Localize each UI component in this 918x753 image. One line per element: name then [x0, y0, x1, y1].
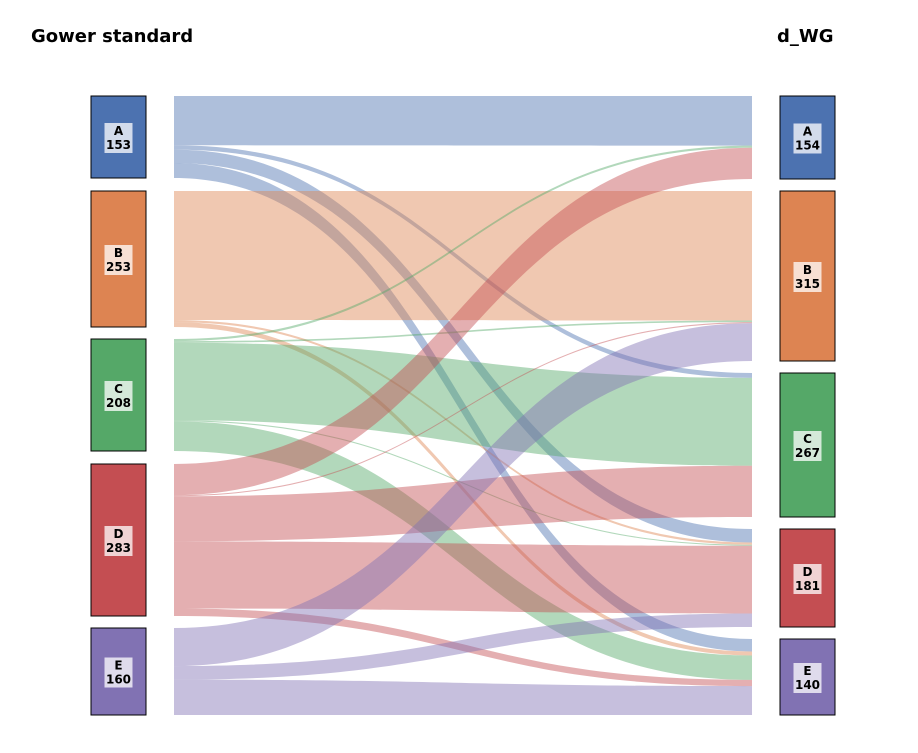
flow-e-to-d	[174, 613, 752, 680]
flow-a-to-a	[174, 96, 752, 146]
right-node-b-id: B	[803, 263, 812, 277]
left-node-c-id: C	[114, 382, 123, 396]
flow-c-to-b	[174, 320, 752, 343]
flow-b-to-d	[174, 320, 752, 545]
right-node-b-label-box	[793, 262, 822, 292]
right-node-d-label-box	[793, 564, 822, 594]
left-node-e-label-box	[104, 657, 133, 688]
left-node-b-id: B	[114, 246, 123, 260]
left-node-b-count: 253	[106, 260, 131, 274]
left-node-e-id: E	[114, 659, 122, 673]
right-node-e-id: E	[803, 664, 811, 678]
left-axis-title: Gower standard	[31, 26, 194, 47]
flow-d-to-b	[174, 322, 752, 497]
flow-a-to-d	[174, 149, 752, 543]
left-node-a-id: A	[114, 124, 124, 138]
left-node-d-label-box	[104, 526, 133, 556]
flow-c-to-a	[174, 145, 752, 342]
left-node-c-label-box	[104, 381, 133, 411]
right-node-a-count: 154	[795, 139, 820, 153]
right-node-a-label-box	[793, 123, 822, 154]
left-node-c-count: 208	[106, 396, 131, 410]
left-node-e-count: 160	[106, 673, 131, 687]
right-node-a-id: A	[803, 125, 813, 139]
flow-d-to-d	[174, 541, 752, 614]
right-node-e-label-box	[793, 663, 822, 693]
right-node-c-label-box	[793, 431, 822, 461]
flow-e-to-e	[174, 679, 752, 715]
left-node-d-count: 283	[106, 541, 131, 555]
flow-d-to-e	[174, 608, 752, 687]
flow-b-to-b	[174, 191, 752, 321]
flow-c-to-d	[174, 420, 752, 546]
flow-c-to-c	[174, 342, 752, 466]
flow-b-to-e	[174, 322, 752, 656]
right-node-c-id: C	[803, 432, 812, 446]
flow-d-to-c	[174, 465, 752, 542]
flow-c-to-e	[174, 421, 752, 680]
flow-e-to-b	[174, 323, 752, 667]
right-node-b-count: 315	[795, 277, 820, 291]
right-node-d-id: D	[803, 565, 813, 579]
flow-a-to-c	[174, 145, 752, 378]
left-node-b-label-box	[104, 245, 133, 275]
flow-d-to-a	[174, 147, 752, 496]
left-node-a-count: 153	[106, 138, 131, 152]
right-node-e-count: 140	[795, 678, 820, 692]
flows-layer	[174, 96, 752, 715]
right-axis-title: d_WG	[777, 26, 834, 47]
left-node-d-id: D	[114, 527, 124, 541]
flow-a-to-e	[174, 162, 752, 652]
left-node-a-label-box	[104, 123, 133, 153]
right-node-d-count: 181	[795, 579, 820, 593]
right-node-c-count: 267	[795, 446, 820, 460]
